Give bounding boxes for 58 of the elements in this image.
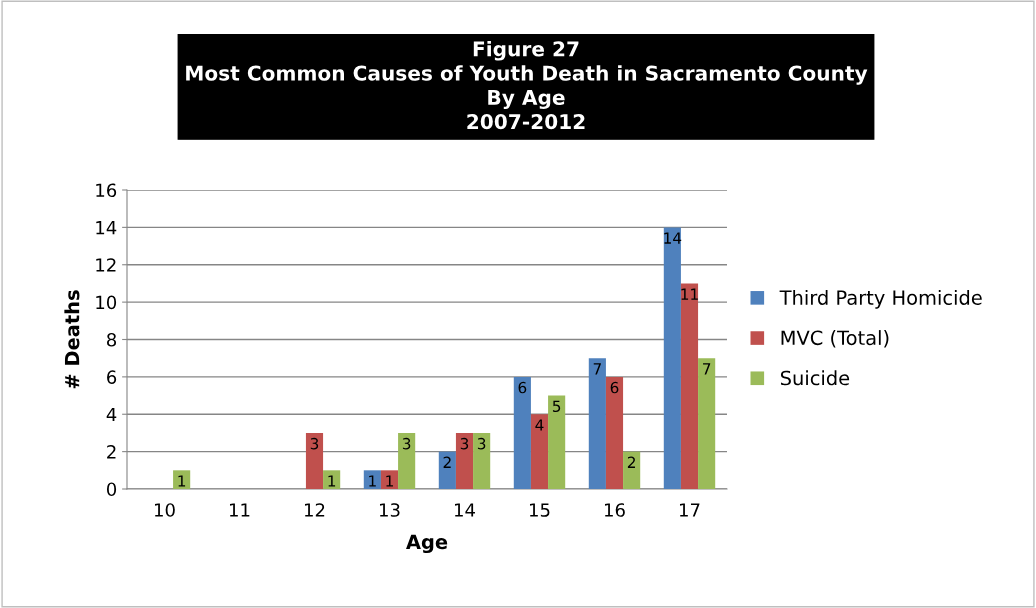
data-label: 7 <box>703 363 711 375</box>
y-tick-label: 12 <box>96 258 116 272</box>
x-tick-label: 15 <box>530 503 550 517</box>
bar <box>323 470 341 489</box>
bar <box>698 358 716 489</box>
data-label: 2 <box>627 456 635 468</box>
data-label: 1 <box>328 475 336 487</box>
bar <box>173 470 191 489</box>
data-label: 7 <box>593 363 601 375</box>
data-label: 3 <box>477 437 486 450</box>
legend-label: MVC (Total) <box>781 330 889 348</box>
x-tick-label: 10 <box>155 503 175 517</box>
data-label: 5 <box>552 400 561 413</box>
bar <box>623 451 641 489</box>
bar <box>438 451 456 489</box>
bar <box>548 395 566 489</box>
legend-label: Suicide <box>780 370 850 386</box>
data-label: 6 <box>518 381 527 394</box>
y-tick-label: 16 <box>96 183 117 198</box>
y-tick-label: 6 <box>107 370 117 384</box>
y-tick-label: 2 <box>107 445 116 459</box>
y-tick-label: 10 <box>96 295 117 310</box>
x-tick-label: 12 <box>305 503 325 517</box>
data-label: 3 <box>310 437 319 450</box>
y-axis-title: # Deaths <box>64 290 80 389</box>
x-tick-label: 17 <box>680 503 700 517</box>
bar <box>663 227 681 489</box>
data-label: 1 <box>386 475 393 487</box>
data-label: 3 <box>402 437 411 450</box>
x-axis-title: Age <box>406 534 448 554</box>
bar <box>530 414 549 489</box>
x-tick-label: 13 <box>380 503 400 517</box>
bar <box>455 432 474 489</box>
bar <box>363 470 381 489</box>
bar <box>473 432 491 489</box>
bar <box>380 470 399 489</box>
data-label: 2 <box>443 456 451 468</box>
chart-title: Figure 27 Most Common Causes of Youth Death in Sacramento County By Age 2007-2012 <box>186 40 868 130</box>
legend-label: Third Party Homicide <box>779 289 982 309</box>
bar <box>398 432 416 489</box>
data-label: 6 <box>610 381 619 394</box>
data-label: 1 <box>178 475 186 487</box>
data-label: 4 <box>535 419 544 431</box>
y-tick-label: 14 <box>96 221 117 235</box>
bar <box>513 376 531 489</box>
bar <box>305 432 324 489</box>
bar <box>680 283 699 489</box>
x-tick-label: 14 <box>455 503 475 517</box>
y-tick-label: 4 <box>106 407 117 422</box>
x-tick-label: 11 <box>230 503 250 517</box>
data-label: 1 <box>369 475 376 487</box>
bar <box>588 358 606 489</box>
y-tick-label: 8 <box>107 332 117 347</box>
x-tick-label: 16 <box>605 503 625 517</box>
bar <box>605 376 624 489</box>
data-label: 11 <box>681 288 698 300</box>
y-tick-label: 0 <box>106 482 117 497</box>
data-label: 3 <box>460 437 469 450</box>
